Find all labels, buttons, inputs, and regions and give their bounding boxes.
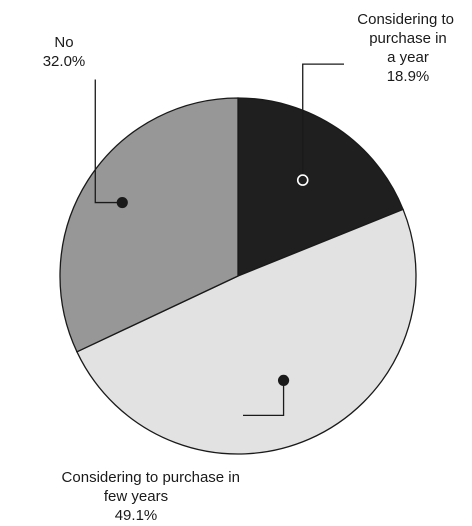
slice-3-label-line: No [54, 34, 73, 51]
slice-3-leader-line [94, 79, 123, 204]
slice-1-label-line: a year [387, 49, 429, 66]
slice-1-label-line: Considering to [357, 11, 454, 28]
slice-3-marker [116, 196, 128, 209]
slice-1-label-line: purchase in [369, 30, 447, 47]
slice-3 [59, 97, 239, 353]
slice-1-value-label: 18.9% [387, 68, 430, 85]
slice-3-value-label: 32.0% [43, 53, 86, 70]
slice-markers [116, 174, 309, 387]
slice-2-marker [277, 374, 290, 387]
slice-2-label-line: Considering to purchase in [62, 469, 240, 486]
slice-1-marker [296, 174, 309, 186]
slice-1-leader-line [302, 63, 344, 181]
pie-slices [59, 97, 417, 455]
slice-labels: Considering to purchase in a year 18.9% Cons… [43, 11, 454, 524]
slice-1 [237, 97, 404, 277]
slice-2 [76, 208, 417, 455]
slice-2-leader-line [243, 380, 285, 417]
leader-lines [94, 63, 344, 417]
slice-2-value-label: 49.1% [115, 507, 158, 524]
slice-2-label-line: few years [104, 488, 168, 505]
